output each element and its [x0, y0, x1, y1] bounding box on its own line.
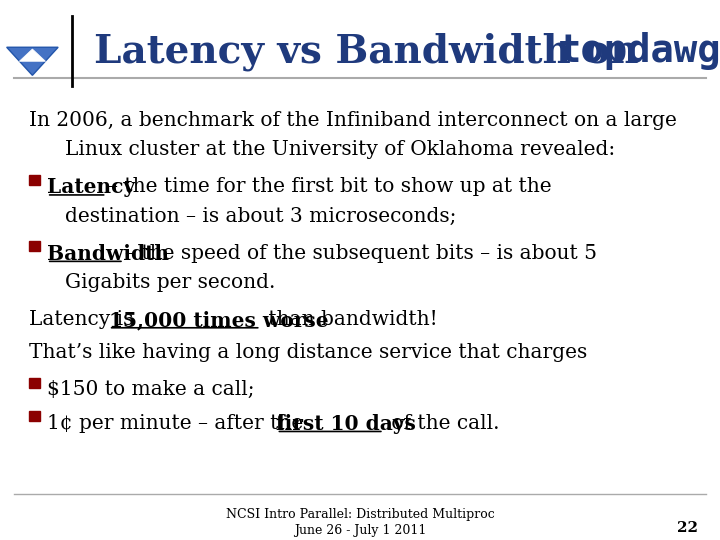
Text: Latency is: Latency is [29, 310, 140, 329]
Text: than bandwidth!: than bandwidth! [262, 310, 438, 329]
Polygon shape [29, 378, 40, 388]
Text: 15,000 times worse: 15,000 times worse [109, 310, 328, 330]
Text: Latency: Latency [47, 177, 135, 197]
Text: In 2006, a benchmark of the Infiniband interconnect on a large: In 2006, a benchmark of the Infiniband i… [29, 111, 677, 130]
Text: June 26 - July 1 2011: June 26 - July 1 2011 [294, 524, 426, 537]
Polygon shape [29, 175, 40, 185]
Text: topdawg: topdawg [558, 32, 720, 70]
Polygon shape [19, 49, 45, 62]
Text: Bandwidth: Bandwidth [47, 244, 168, 264]
Polygon shape [6, 47, 58, 75]
Polygon shape [29, 411, 40, 421]
Polygon shape [29, 241, 40, 251]
Text: Linux cluster at the University of Oklahoma revealed:: Linux cluster at the University of Oklah… [65, 140, 615, 159]
Text: of the call.: of the call. [385, 414, 500, 433]
Text: NCSI Intro Parallel: Distributed Multiproc: NCSI Intro Parallel: Distributed Multipr… [225, 508, 495, 521]
Text: Latency vs Bandwidth on: Latency vs Bandwidth on [94, 32, 652, 71]
Text: 1¢ per minute – after the: 1¢ per minute – after the [47, 414, 310, 433]
Text: 22: 22 [678, 521, 698, 535]
Text: – the speed of the subsequent bits – is about 5: – the speed of the subsequent bits – is … [125, 244, 598, 262]
Text: Gigabits per second.: Gigabits per second. [65, 273, 275, 292]
Text: first 10 days: first 10 days [276, 414, 416, 434]
Text: destination – is about 3 microseconds;: destination – is about 3 microseconds; [65, 207, 456, 226]
Text: $150 to make a call;: $150 to make a call; [47, 380, 254, 399]
Text: – the time for the first bit to show up at the: – the time for the first bit to show up … [108, 177, 552, 196]
Text: That’s like having a long distance service that charges: That’s like having a long distance servi… [29, 343, 587, 362]
